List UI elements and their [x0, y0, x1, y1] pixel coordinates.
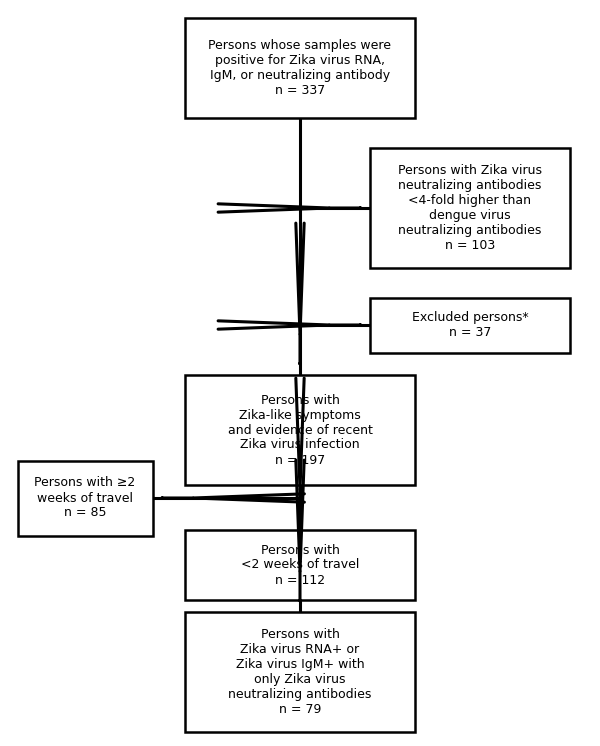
Text: Persons with
Zika virus RNA+ or
Zika virus IgM+ with
only Zika virus
neutralizin: Persons with Zika virus RNA+ or Zika vir… [229, 628, 371, 716]
Text: Persons whose samples were
positive for Zika virus RNA,
IgM, or neutralizing ant: Persons whose samples were positive for … [209, 39, 392, 97]
Bar [185, 530, 415, 600]
Bar [370, 298, 570, 353]
Bar [185, 18, 415, 118]
Text: Persons with
<2 weeks of travel
n = 112: Persons with <2 weeks of travel n = 112 [241, 544, 359, 586]
Bar [185, 612, 415, 732]
Bar [185, 375, 415, 485]
Text: Excluded persons*
n = 37: Excluded persons* n = 37 [412, 311, 529, 339]
Bar [370, 148, 570, 268]
Text: Persons with ≥2
weeks of travel
n = 85: Persons with ≥2 weeks of travel n = 85 [34, 477, 136, 519]
Text: Persons with Zika virus
neutralizing antibodies
<4-fold higher than
dengue virus: Persons with Zika virus neutralizing ant… [398, 164, 542, 252]
Text: Persons with
Zika-like symptoms
and evidence of recent
Zika virus infection
n = : Persons with Zika-like symptoms and evid… [227, 393, 373, 466]
Bar [17, 460, 152, 536]
